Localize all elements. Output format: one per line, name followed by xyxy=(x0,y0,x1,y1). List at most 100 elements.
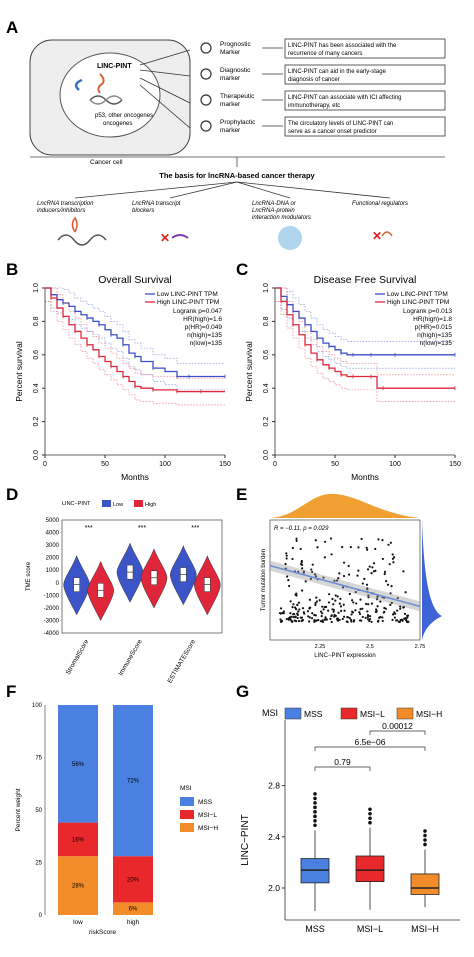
scatter-point xyxy=(318,599,321,602)
y-tick-label: 100 xyxy=(32,703,43,709)
scatter-point xyxy=(366,618,370,621)
scatter-point xyxy=(294,615,297,618)
scatter-point xyxy=(323,556,326,559)
x-axis-label: Months xyxy=(351,472,379,482)
scatter-point xyxy=(352,619,356,622)
x-tick-label: MSS xyxy=(305,924,325,934)
basis-text: blockers xyxy=(132,208,154,214)
stacked-bar-segment xyxy=(58,822,98,857)
legend-title: MSI xyxy=(180,785,192,792)
basis-arrow xyxy=(236,181,291,199)
nucleus-shape xyxy=(59,52,161,138)
scatter-point xyxy=(290,620,294,623)
marker-text: serve as a cancer onset predictor xyxy=(288,129,377,135)
scatter-point xyxy=(402,605,406,608)
scatter-point xyxy=(366,568,370,571)
stat-label: n(low)=135 xyxy=(420,340,453,347)
x-tick-label: StromalScore xyxy=(65,638,91,676)
scatter-point xyxy=(359,607,362,611)
scatter-point xyxy=(342,574,346,578)
scatter-point xyxy=(395,619,398,622)
outlier-point xyxy=(368,811,372,816)
marginal-density-top xyxy=(270,493,420,518)
scatter-point xyxy=(366,614,370,617)
scatter-point xyxy=(297,601,301,604)
x-tick-label: 2.25 xyxy=(315,644,326,650)
legend-swatch xyxy=(180,810,194,819)
scatter-point xyxy=(331,608,334,611)
legend-swatch xyxy=(340,707,358,720)
y-tick-label: 0.2 xyxy=(33,417,40,427)
scatter-point xyxy=(321,619,324,622)
y-tick-label: -3000 xyxy=(44,618,60,624)
scatter-point xyxy=(327,601,331,604)
scatter-point xyxy=(356,574,359,577)
scatter-point xyxy=(292,613,295,616)
scatter-point xyxy=(381,539,384,542)
stacked-bar-segment xyxy=(58,705,98,823)
scatter-point xyxy=(300,563,304,567)
data-label: 28% xyxy=(72,884,85,890)
x-tick-label: 100 xyxy=(389,461,401,468)
legend-label: Low LINC-PINT TPM xyxy=(157,291,218,298)
y-tick-label: -1000 xyxy=(44,593,60,599)
x-tick-label: ImmuneScore xyxy=(117,638,143,677)
scatter-point xyxy=(375,598,379,601)
scatter-point xyxy=(291,606,294,609)
scatter-point xyxy=(309,577,312,580)
scatter-point xyxy=(317,618,320,622)
scatter-point xyxy=(311,612,314,615)
regression-line xyxy=(269,564,421,608)
scatter-point xyxy=(366,587,369,590)
scatter-point xyxy=(359,598,362,601)
scatter-point xyxy=(372,570,376,573)
marker-text: LINC-PINT can aid in the early-stage xyxy=(288,69,387,75)
scatter-point xyxy=(330,553,333,556)
scatter-point xyxy=(351,611,355,614)
scatter-point xyxy=(301,567,304,570)
y-tick-label: 2.0 xyxy=(268,883,280,893)
scatter-point xyxy=(332,603,335,606)
scatter-point xyxy=(296,603,299,606)
scatter-point xyxy=(331,597,334,601)
scatter-point xyxy=(405,620,408,623)
scatter-point xyxy=(366,615,370,618)
scatter-point xyxy=(347,573,351,576)
p-value-label: 0.00012 xyxy=(382,721,413,731)
scatter-point xyxy=(334,594,337,597)
panel-g: G MSI MSS MSI−L MSI−H 2.0 2.4 2.8 LINC−PINT MSS M… xyxy=(236,682,460,934)
scatter-point xyxy=(320,615,323,618)
legend-label: MSS xyxy=(304,709,323,719)
magnifier-icon xyxy=(200,42,212,54)
scatter-point xyxy=(329,537,333,540)
scatter-point xyxy=(391,618,394,621)
scatter-point xyxy=(368,618,372,621)
scatter-point xyxy=(287,579,290,582)
scatter-point xyxy=(391,613,395,616)
scatter-point xyxy=(389,592,392,595)
y-tick-label: 75 xyxy=(35,756,42,762)
legend-label: MSI−H xyxy=(416,709,442,719)
legend-swatch xyxy=(180,797,194,806)
protein-complex-icon xyxy=(278,226,302,250)
confidence-band-lower xyxy=(275,301,455,402)
scatter-point xyxy=(315,596,318,599)
y-tick-label: 0.8 xyxy=(263,316,270,326)
survival-line xyxy=(275,287,455,389)
scatter-point xyxy=(341,617,344,621)
marker-text: immunotherapy, etc xyxy=(288,103,340,109)
basis-text: interaction modulators xyxy=(252,215,311,221)
scatter-point xyxy=(294,606,297,609)
scatter-point xyxy=(314,614,317,617)
scatter-point xyxy=(406,614,410,617)
scatter-point xyxy=(381,619,384,623)
y-tick-label: 0.4 xyxy=(33,383,40,393)
scatter-point xyxy=(286,575,289,578)
x-axis-label: riskScore xyxy=(89,929,116,936)
box xyxy=(410,873,440,895)
scatter-point xyxy=(346,620,349,624)
x-tick-label: low xyxy=(73,919,83,926)
scatter-point xyxy=(314,603,317,607)
scatter-point xyxy=(280,620,284,623)
scatter-point xyxy=(352,601,355,604)
